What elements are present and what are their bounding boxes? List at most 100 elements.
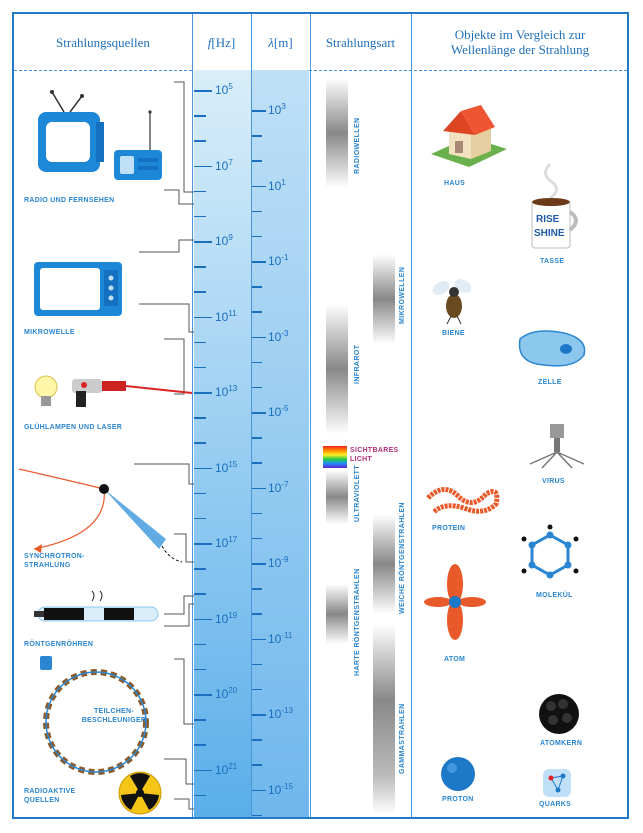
- source-synchrotron-label: SYNCHROTRON- STRAHLUNG: [24, 552, 134, 570]
- cell-icon: [518, 330, 586, 367]
- divider-objects: [411, 14, 412, 817]
- wave-major-tick: [252, 336, 266, 338]
- wavelength-scale: [252, 70, 309, 817]
- wave-minor-tick: [252, 537, 262, 540]
- freq-major-tick: [194, 241, 212, 243]
- house-icon: [431, 105, 507, 167]
- freq-major-tick: [194, 165, 212, 167]
- freq-tick-base: 10: [215, 158, 229, 173]
- wave-tick-exp: -5: [281, 404, 289, 413]
- wave-minor-tick: [252, 663, 262, 666]
- freq-minor-tick: [194, 115, 206, 117]
- nucleus-icon: [539, 694, 579, 734]
- wave-minor-tick: [252, 386, 262, 389]
- wave-tick-label: 101: [268, 178, 286, 193]
- freq-minor-tick: [194, 341, 206, 344]
- freq-major-tick: [194, 90, 212, 92]
- wave-tick-label: 10-7: [268, 480, 288, 495]
- wave-minor-tick: [252, 588, 262, 590]
- freq-minor-tick: [194, 492, 206, 495]
- ultraviolet-label: ULTRAVIOLETT: [354, 464, 361, 522]
- freq-tick-base: 10: [215, 83, 229, 97]
- freq-tick-exp: 17: [228, 535, 238, 544]
- source-synchrotron-text: SYNCHROTRON- STRAHLUNG: [24, 553, 85, 569]
- wave-tick-base: 10: [268, 329, 282, 344]
- freq-major-tick: [194, 467, 212, 469]
- source-radioactive-label: RADIOAKTIVE QUELLEN: [24, 787, 76, 805]
- freq-minor-tick: [194, 417, 206, 419]
- wave-minor-tick: [252, 462, 262, 464]
- freq-tick-label: 1015: [215, 460, 237, 475]
- object-molecule-label: MOLEKÜL: [536, 592, 573, 599]
- freq-minor-tick: [194, 517, 206, 520]
- mug-text-2: SHINE: [534, 228, 565, 239]
- divider-wave: [251, 14, 252, 817]
- wave-minor-tick: [252, 361, 262, 364]
- freq-tick-label: 107: [215, 158, 233, 173]
- divider-freq: [192, 14, 193, 817]
- molecule-icon: [521, 524, 579, 579]
- wave-major-tick: [252, 110, 266, 112]
- wave-tick-label: 10-13: [268, 706, 293, 721]
- quarks-icon: [543, 769, 571, 797]
- freq-tick-label: 1013: [215, 384, 237, 399]
- freq-major-tick: [194, 316, 212, 318]
- freq-tick-label: 109: [215, 233, 233, 248]
- freq-symbol: f: [207, 34, 212, 50]
- synchrotron-icon: [18, 468, 183, 563]
- microwave-icon: [34, 262, 122, 316]
- mug-text-1: RISE: [536, 214, 560, 225]
- source-microwave-label: MIKROWELLE: [24, 329, 75, 336]
- freq-minor-tick: [194, 744, 206, 746]
- wave-major-tick: [252, 185, 266, 187]
- freq-tick-exp: 11: [228, 308, 237, 318]
- object-quarks-label: QUARKS: [539, 801, 572, 808]
- freq-tick-base: 10: [215, 687, 229, 701]
- wave-tick-exp: -9: [281, 555, 289, 564]
- soft-xray-label: WEICHE RÖNTGENSTRAHLEN: [399, 502, 406, 614]
- wave-major-tick: [252, 638, 266, 640]
- wave-minor-tick: [252, 210, 262, 213]
- object-nucleus-label: ATOMKERN: [540, 740, 583, 747]
- wave-unit: [m]: [273, 34, 293, 50]
- wave-minor-tick: [252, 160, 262, 162]
- connector-lines: [134, 81, 194, 810]
- wave-minor-tick: [252, 235, 262, 238]
- diagram-frame: Strahlungsquellen f [Hz] λ [m] Strahlungsa…: [12, 12, 629, 819]
- freq-minor-tick: [194, 442, 206, 444]
- freq-minor-tick: [194, 291, 206, 293]
- wave-tick-base: 10: [268, 254, 282, 268]
- wave-minor-tick: [252, 613, 262, 615]
- wave-minor-tick: [252, 286, 262, 288]
- wave-tick-exp: -3: [281, 328, 289, 338]
- wave-tick-base: 10: [268, 631, 282, 646]
- freq-minor-tick: [194, 668, 206, 671]
- source-radio-tv-label: RADIO UND FERNSEHEN: [24, 197, 115, 204]
- microwave-band: [373, 254, 395, 344]
- bee-icon: [432, 279, 472, 325]
- wave-tick-exp: 3: [281, 102, 286, 111]
- bulb-laser-icon: [34, 375, 193, 407]
- freq-major-tick: [194, 769, 212, 771]
- wave-tick-exp: -7: [281, 479, 289, 489]
- freq-tick-exp: 20: [228, 686, 238, 695]
- object-protein-label: PROTEIN: [432, 525, 466, 532]
- wave-major-tick: [252, 261, 266, 263]
- freq-minor-tick: [194, 366, 206, 369]
- freq-major-tick: [194, 618, 212, 620]
- wave-tick-base: 10: [268, 103, 282, 117]
- wave-minor-tick: [252, 688, 262, 691]
- freq-minor-tick: [194, 643, 206, 646]
- freq-minor-tick: [194, 215, 206, 218]
- wave-tick-base: 10: [268, 178, 282, 193]
- wave-minor-tick: [252, 814, 262, 817]
- wave-major-tick: [252, 487, 266, 489]
- wave-tick-label: 10-1: [268, 253, 288, 268]
- freq-tick-exp: 15: [228, 459, 238, 469]
- object-virus-label: VIRUS: [542, 478, 565, 485]
- proton-icon: [441, 757, 475, 791]
- freq-major-tick: [194, 694, 212, 696]
- freq-tick-exp: 13: [228, 384, 238, 393]
- freq-minor-tick: [194, 140, 206, 142]
- freq-tick-label: 1019: [215, 611, 237, 626]
